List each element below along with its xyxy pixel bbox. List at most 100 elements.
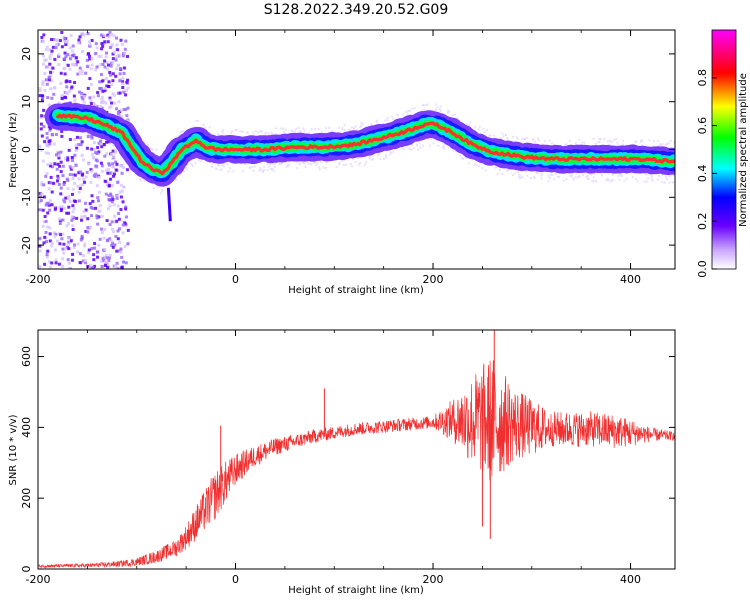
spectrogram-noise-cell	[60, 30, 64, 34]
spectrogram-halo-cell	[315, 164, 318, 167]
spectrogram-halo-cell	[438, 107, 441, 110]
spectrogram-halo-cell	[572, 178, 575, 181]
spectrogram-halo-cell	[558, 175, 561, 178]
spectrogram-noise-cell	[50, 244, 54, 248]
spectrogram-halo-cell	[611, 173, 614, 176]
spectrogram-noise-cell	[118, 79, 122, 83]
spectrogram-halo-cell	[506, 169, 509, 172]
spectrogram-noise-cell	[102, 33, 106, 37]
spectrogram-noise-cell	[80, 153, 84, 157]
spectrogram-noise-cell	[97, 175, 101, 179]
spectrogram-noise-cell	[47, 203, 51, 207]
spectrogram-noise-cell	[47, 75, 51, 79]
spectrogram-noise-cell	[101, 44, 105, 48]
spectrogram-noise-cell	[81, 183, 85, 187]
spectrogram-halo-cell	[354, 125, 357, 128]
spectrogram-noise-cell	[111, 149, 115, 153]
spectrogram-halo-cell	[270, 131, 273, 134]
spectrogram-halo-cell	[222, 162, 225, 165]
spectrogram-halo-cell	[307, 162, 310, 165]
spectrogram-noise-cell	[40, 181, 44, 185]
spectrogram-noise-cell	[41, 80, 45, 84]
spectrogram-halo-cell	[310, 163, 313, 166]
spectrogram-noise-cell	[76, 60, 80, 64]
spectrogram-noise-cell	[112, 50, 116, 54]
spectrogram-noise-cell	[42, 33, 46, 37]
spectrogram-noise-cell	[115, 219, 119, 223]
spectrogram-noise-cell	[123, 47, 127, 51]
spectrogram-halo-cell	[549, 173, 552, 176]
spectrogram-noise-cell	[43, 262, 47, 266]
spectrogram-noise-cell	[43, 235, 47, 239]
spectrogram-halo-cell	[291, 129, 294, 132]
spectrogram-halo-cell	[544, 140, 547, 143]
spectrogram-halo-cell	[432, 109, 435, 112]
spectrogram-noise-cell	[105, 67, 109, 71]
spectrogram-noise-cell	[98, 80, 102, 84]
spectrogram-noise-cell	[57, 53, 61, 57]
spectrogram-noise-cell	[84, 71, 88, 75]
spectrogram-noise-cell	[109, 61, 113, 65]
spectrogram-noise-cell	[104, 260, 108, 264]
spectrogram-noise-cell	[99, 259, 103, 263]
spectrogram-halo-cell	[375, 119, 378, 122]
spectrogram-halo-cell	[261, 170, 264, 173]
spectrogram-halo-cell	[411, 107, 414, 110]
spectrogram-halo-cell	[406, 112, 409, 115]
spectrogram-noise-cell	[43, 72, 47, 76]
spectrogram-noise-cell	[68, 46, 72, 50]
spectrogram-noise-cell	[38, 249, 42, 253]
spectrogram-halo-cell	[453, 113, 456, 116]
spectrogram-halo-cell	[308, 132, 311, 135]
spectrogram-noise-cell	[104, 55, 108, 59]
spectrogram-noise-cell	[119, 38, 123, 42]
spectrogram-noise-cell	[110, 83, 114, 87]
spectrogram-halo-cell	[595, 142, 598, 145]
spectrogram-noise-cell	[94, 68, 98, 72]
spectrogram-noise-cell	[70, 215, 74, 219]
spectrogram-noise-cell	[115, 67, 119, 71]
spectrogram-halo-cell	[617, 175, 620, 178]
spectrogram-halo-cell	[180, 131, 183, 134]
spectrogram-noise-cell	[111, 164, 115, 168]
spectrogram-halo-cell	[661, 143, 664, 146]
spectrogram-noise-cell	[48, 265, 52, 269]
spectrogram-halo-cell	[303, 130, 306, 133]
spectrogram-halo-cell	[554, 172, 557, 175]
spectrogram-halo-cell	[534, 170, 537, 173]
spectrogram-halo-cell	[228, 167, 231, 170]
spectrogram-noise-cell	[79, 143, 83, 147]
spectrogram-halo-cell	[515, 136, 518, 139]
spectrogram-noise-cell	[115, 107, 119, 111]
spectrogram-noise-cell	[92, 174, 96, 178]
spectrogram-noise-cell	[93, 241, 97, 245]
spectrogram-halo-cell	[241, 170, 244, 173]
spectrogram-halo-cell	[385, 154, 388, 157]
spectrogram-noise-cell	[50, 132, 54, 136]
spectrogram-halo-cell	[664, 175, 667, 178]
spectrogram-noise-cell	[53, 248, 57, 252]
spectrogram-noise-cell	[122, 71, 126, 75]
spectrogram-halo-cell	[419, 146, 422, 149]
spectrogram-halo-cell	[251, 166, 254, 169]
spectrogram-noise-cell	[103, 88, 107, 92]
spectrogram-noise-cell	[47, 260, 51, 264]
spectrogram-noise-cell	[67, 240, 71, 244]
spectrogram-noise-cell	[45, 201, 49, 205]
spectrogram-noise-cell	[94, 206, 98, 210]
spectrogram-halo-cell	[563, 179, 566, 182]
spectrogram-noise-cell	[86, 65, 90, 69]
spectrogram-halo-cell	[669, 139, 672, 142]
spectrogram-noise-cell	[114, 74, 118, 78]
spectrogram-noise-cell	[49, 175, 53, 179]
spectrogram-halo-cell	[297, 126, 300, 129]
spectrogram-noise-cell	[97, 215, 101, 219]
spectrogram-noise-cell	[39, 199, 43, 203]
spectrogram-noise-cell	[96, 91, 100, 95]
spectrogram-halo-cell	[353, 127, 356, 130]
spectrogram-noise-cell	[42, 220, 46, 224]
spectrogram-halo-cell	[143, 179, 146, 182]
spectrogram-noise-cell	[39, 116, 43, 120]
spectrogram-halo-cell	[592, 137, 595, 140]
spectrogram-halo-cell	[456, 117, 459, 120]
